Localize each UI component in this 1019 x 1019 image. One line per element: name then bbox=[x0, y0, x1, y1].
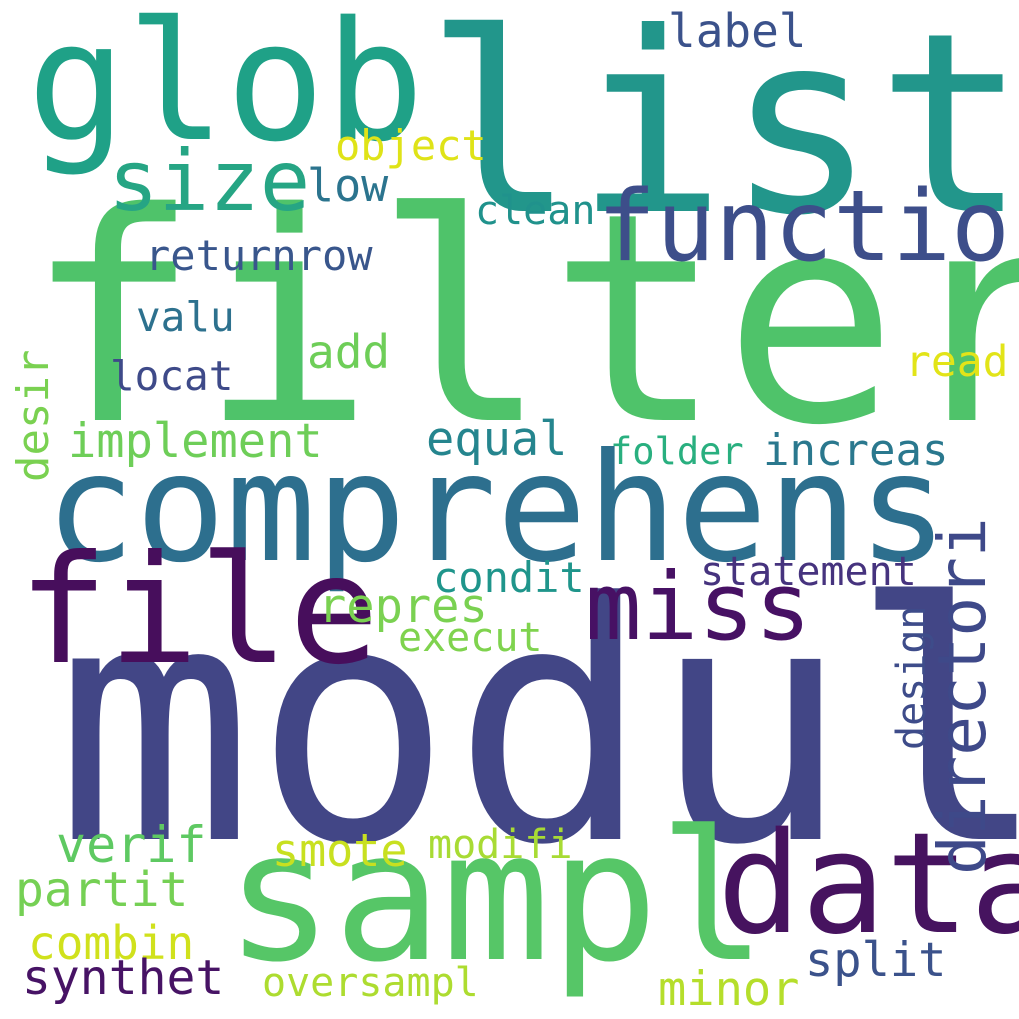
word-increas: increas bbox=[763, 425, 949, 476]
word-smote: smote bbox=[272, 824, 408, 877]
word-execut: execut bbox=[398, 615, 543, 661]
word-oversampl: oversampl bbox=[262, 960, 479, 1006]
word-sampl: sampl bbox=[225, 793, 767, 1002]
word-partit: partit bbox=[15, 862, 189, 918]
word-locat: locat bbox=[110, 352, 234, 400]
word-comprehens: comprehens bbox=[45, 422, 949, 596]
word-implement: implement bbox=[68, 414, 323, 469]
word-label: label bbox=[668, 4, 807, 58]
word-modul: modul bbox=[55, 533, 1019, 917]
word-modifi: modifi bbox=[428, 822, 573, 868]
word-data: data bbox=[717, 803, 1019, 966]
word-statement: statement bbox=[700, 549, 917, 595]
word-read: read bbox=[905, 337, 1009, 387]
word-folder: folder bbox=[610, 430, 744, 473]
word-minor: minor bbox=[658, 962, 800, 1017]
word-file: file bbox=[18, 524, 380, 698]
word-clean: clean bbox=[475, 188, 596, 234]
word-verif: verif bbox=[56, 816, 207, 874]
word-miss: miss bbox=[585, 553, 812, 662]
word-list: list bbox=[425, 0, 1019, 270]
word-object: object bbox=[335, 121, 487, 170]
word-design: design bbox=[889, 605, 935, 751]
word-function: function bbox=[597, 170, 1019, 284]
word-returnrow: returnrow bbox=[145, 231, 373, 280]
word-equal: equal bbox=[426, 412, 568, 467]
word-directori: directori bbox=[924, 517, 1001, 875]
word-combin: combin bbox=[28, 916, 195, 970]
word-desir: desir bbox=[8, 349, 59, 482]
word-split: split bbox=[805, 933, 947, 988]
word-glob: glob bbox=[27, 0, 425, 178]
word-valu: valu bbox=[136, 293, 235, 341]
word-add: add bbox=[307, 325, 391, 379]
word-synthet: synthet bbox=[22, 950, 225, 1006]
word-repres: repres bbox=[318, 579, 488, 634]
word-size: size bbox=[108, 132, 311, 230]
word-low: low bbox=[307, 159, 389, 212]
word-filter: filter bbox=[25, 152, 1019, 489]
word-condit: condit bbox=[433, 553, 585, 602]
